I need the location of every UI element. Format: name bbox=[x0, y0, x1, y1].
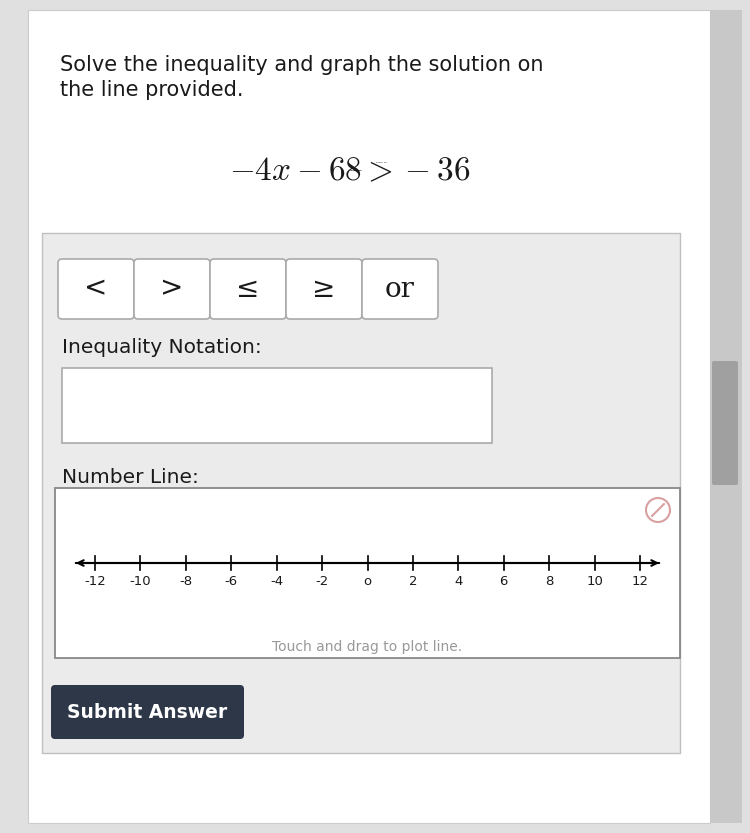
Text: −4  − 68  >  −36: −4 − 68 > −36 bbox=[350, 170, 361, 171]
FancyBboxPatch shape bbox=[28, 10, 710, 823]
FancyBboxPatch shape bbox=[712, 361, 738, 485]
FancyBboxPatch shape bbox=[58, 259, 134, 319]
Text: -12: -12 bbox=[84, 575, 106, 588]
Text: 4: 4 bbox=[454, 575, 463, 588]
Text: -2: -2 bbox=[316, 575, 328, 588]
Text: $-4x - 68 > -36$: $-4x - 68 > -36$ bbox=[230, 155, 471, 187]
Text: 10: 10 bbox=[586, 575, 603, 588]
Text: Number Line:: Number Line: bbox=[62, 468, 199, 487]
Text: 12: 12 bbox=[632, 575, 649, 588]
Text: o: o bbox=[364, 575, 371, 588]
Text: the line provided.: the line provided. bbox=[60, 80, 244, 100]
Circle shape bbox=[646, 498, 670, 522]
FancyBboxPatch shape bbox=[362, 259, 438, 319]
FancyBboxPatch shape bbox=[55, 488, 680, 658]
Text: or: or bbox=[385, 276, 415, 302]
FancyBboxPatch shape bbox=[62, 368, 492, 443]
Text: 2: 2 bbox=[409, 575, 417, 588]
Text: ≥: ≥ bbox=[312, 276, 336, 302]
FancyBboxPatch shape bbox=[42, 233, 680, 753]
Text: -10: -10 bbox=[130, 575, 152, 588]
Text: >: > bbox=[160, 276, 184, 302]
Text: -4: -4 bbox=[270, 575, 284, 588]
FancyBboxPatch shape bbox=[51, 685, 244, 739]
Text: 6: 6 bbox=[500, 575, 508, 588]
Text: $-4x-68>-36$: $-4x-68>-36$ bbox=[375, 159, 388, 165]
FancyBboxPatch shape bbox=[286, 259, 362, 319]
Text: 8: 8 bbox=[545, 575, 554, 588]
Text: Solve the inequality and graph the solution on: Solve the inequality and graph the solut… bbox=[60, 55, 544, 75]
FancyBboxPatch shape bbox=[134, 259, 210, 319]
Text: Submit Answer: Submit Answer bbox=[68, 702, 228, 721]
FancyBboxPatch shape bbox=[710, 10, 742, 823]
Text: -8: -8 bbox=[179, 575, 193, 588]
Text: Touch and drag to plot line.: Touch and drag to plot line. bbox=[272, 640, 463, 654]
Text: <: < bbox=[84, 276, 108, 302]
FancyBboxPatch shape bbox=[210, 259, 286, 319]
Text: $\mathregular{-}4x-68>-36$: $\mathregular{-}4x-68>-36$ bbox=[350, 167, 363, 173]
Text: ≤: ≤ bbox=[236, 276, 260, 302]
Text: -6: -6 bbox=[225, 575, 238, 588]
Text: Inequality Notation:: Inequality Notation: bbox=[62, 338, 262, 357]
